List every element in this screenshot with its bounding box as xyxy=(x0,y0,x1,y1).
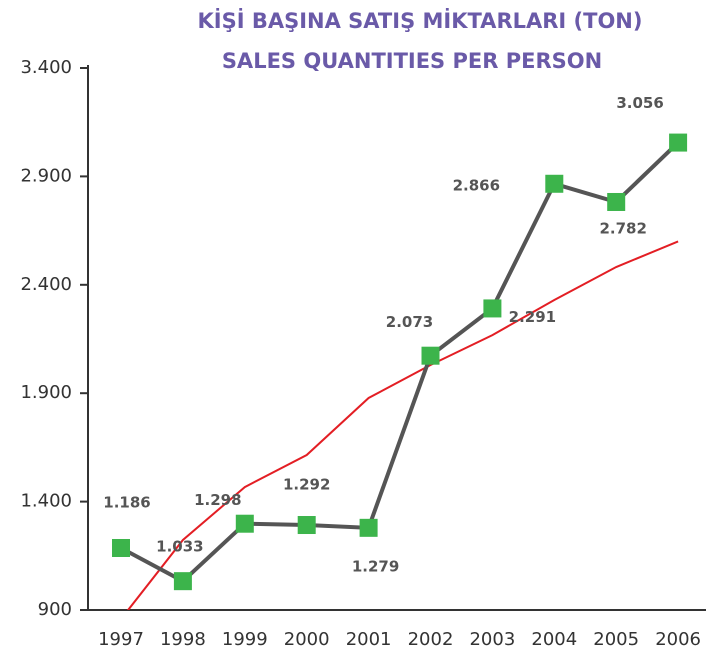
data-label: 1.292 xyxy=(283,476,330,494)
trend-line xyxy=(126,240,679,610)
data-line xyxy=(120,141,680,584)
data-label: 3.056 xyxy=(616,94,663,112)
x-tick-label: 2005 xyxy=(593,629,639,650)
x-tick-label: 2004 xyxy=(531,629,577,650)
data-label: 1.033 xyxy=(156,538,203,556)
data-label: 1.186 xyxy=(103,493,150,511)
data-label: 1.298 xyxy=(194,491,241,509)
x-tick-label: 1997 xyxy=(98,629,144,650)
data-label: 2.073 xyxy=(386,313,433,331)
x-tick-label: 2001 xyxy=(346,629,392,650)
y-tick-label: 900 xyxy=(38,599,72,620)
data-label: 2.782 xyxy=(599,219,646,237)
y-tick-label: 3.400 xyxy=(20,57,72,78)
x-tick-label: 1999 xyxy=(222,629,268,650)
marker xyxy=(297,516,316,535)
marker xyxy=(421,346,440,365)
marker xyxy=(607,192,626,211)
x-tick-label: 2006 xyxy=(655,629,701,650)
x-tick-label: 2003 xyxy=(469,629,515,650)
marker xyxy=(359,518,378,537)
chart-title: KİŞİ BAŞINA SATIŞ MİKTARLARI (TON) xyxy=(198,8,643,33)
data-label: 2.866 xyxy=(453,176,500,194)
x-tick-label: 2002 xyxy=(408,629,454,650)
y-tick-label: 1.900 xyxy=(20,382,72,403)
y-tick-label: 2.400 xyxy=(20,274,72,295)
chart-subtitle: SALES QUANTITIES PER PERSON xyxy=(222,49,602,73)
marker xyxy=(112,538,130,557)
marker xyxy=(173,572,192,591)
marker xyxy=(483,299,502,318)
y-tick-label: 1.400 xyxy=(20,491,72,512)
marker xyxy=(669,133,688,152)
x-tick-label: 2000 xyxy=(284,629,330,650)
data-label: 2.291 xyxy=(509,308,556,326)
y-tick-label: 2.900 xyxy=(20,165,72,186)
marker xyxy=(545,174,564,193)
data-label: 1.279 xyxy=(352,557,399,575)
marker xyxy=(235,514,254,533)
x-tick-label: 1998 xyxy=(160,629,206,650)
